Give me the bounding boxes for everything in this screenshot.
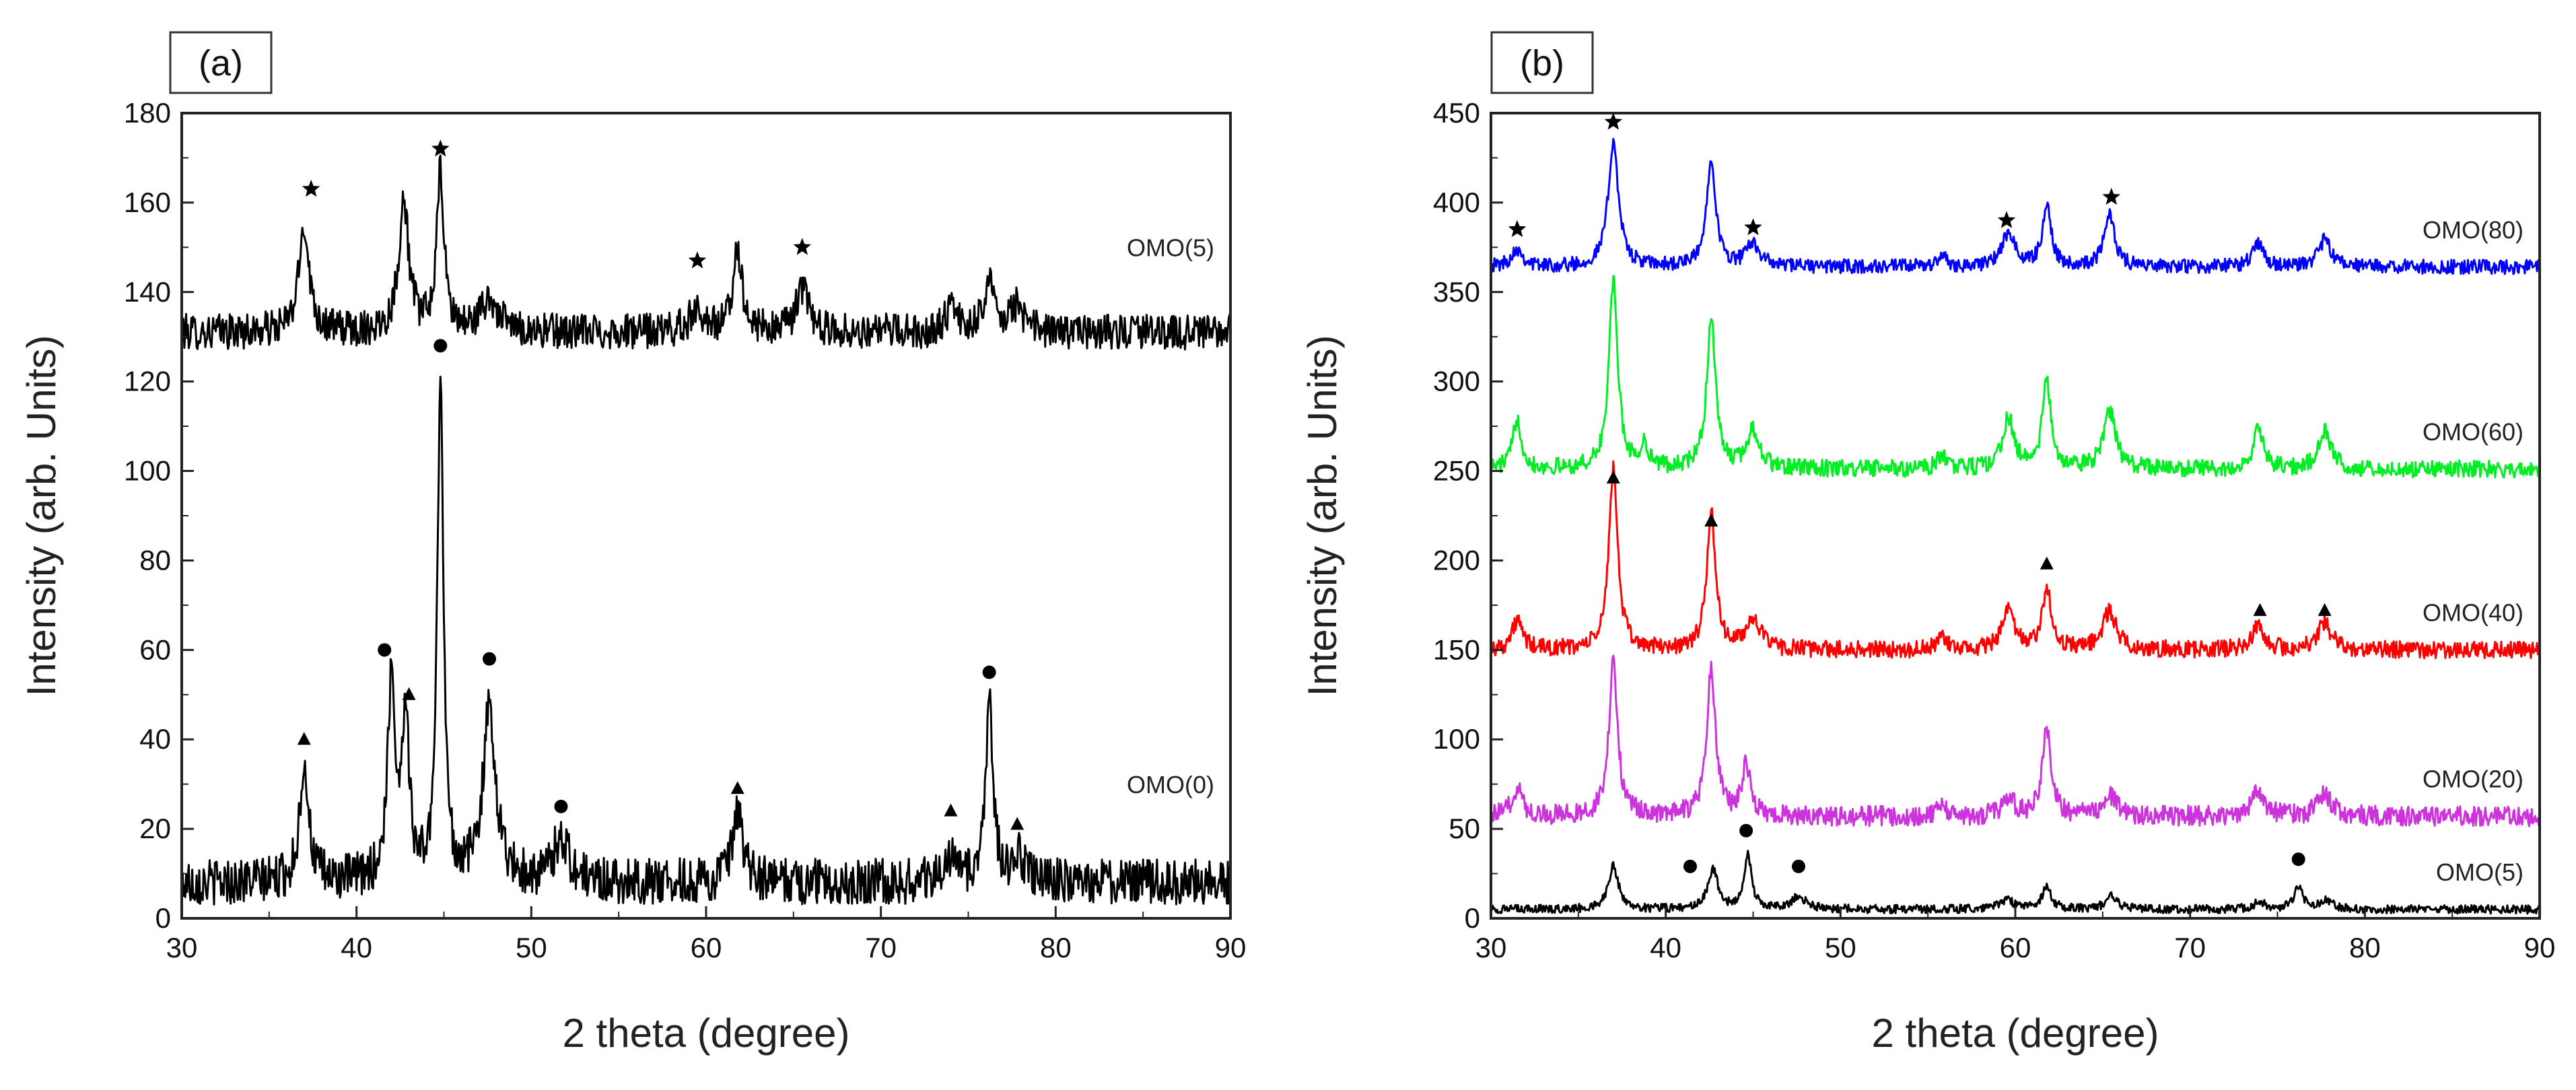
x-tick-label: 80 bbox=[1040, 932, 1072, 963]
x-tick-label: 50 bbox=[1825, 932, 1856, 963]
x-tick-label: 80 bbox=[2349, 932, 2381, 963]
triangle-marker-icon bbox=[402, 687, 416, 700]
circle-marker-icon bbox=[554, 799, 568, 813]
y-tick-label: 250 bbox=[1433, 455, 1480, 487]
y-tick-label: 20 bbox=[139, 813, 171, 844]
panel-b: (b) 30 40 50 60 70 80 90 0 50 100 150 200 250 300 350… bbox=[1300, 31, 2556, 1056]
y-tick-label: 140 bbox=[124, 276, 171, 308]
star-marker-icon bbox=[1744, 218, 1762, 236]
x-tick-label: 90 bbox=[2524, 932, 2556, 963]
x-tick-label: 70 bbox=[2174, 932, 2206, 963]
panel-a-tag: (a) bbox=[199, 43, 243, 83]
circle-marker-icon bbox=[1792, 859, 1806, 873]
series-line-omo0 bbox=[182, 376, 1230, 906]
y-tick-label: 150 bbox=[1433, 634, 1480, 665]
x-tick-label: 40 bbox=[341, 932, 372, 963]
circle-marker-icon bbox=[433, 339, 448, 353]
star-marker-icon bbox=[1604, 112, 1623, 130]
x-tick-label: 40 bbox=[1650, 932, 1681, 963]
triangle-marker-icon bbox=[297, 732, 311, 745]
panel-a: (a) 30 40 50 60 70 80 90 0 20 40 60 80 100 120 140 160… bbox=[19, 31, 1247, 1056]
panel-a-x-axis-title: 2 theta (degree) bbox=[563, 1011, 850, 1056]
y-tick-label: 350 bbox=[1433, 276, 1480, 308]
circle-marker-icon bbox=[1683, 859, 1698, 873]
triangle-marker-icon bbox=[2318, 603, 2332, 616]
series-label: OMO(60) bbox=[2423, 418, 2523, 446]
series-label: OMO(40) bbox=[2423, 599, 2523, 627]
series-label: OMO(0) bbox=[1127, 771, 1214, 798]
x-tick-label: 60 bbox=[691, 932, 722, 963]
x-tick-label: 90 bbox=[1215, 932, 1247, 963]
panel-a-y-axis-title: Intensity (arb. Units) bbox=[19, 335, 64, 697]
series-label: OMO(80) bbox=[2423, 216, 2523, 244]
y-tick-label: 50 bbox=[1449, 813, 1480, 844]
y-tick-label: 300 bbox=[1433, 366, 1480, 397]
y-tick-label: 80 bbox=[139, 544, 171, 576]
circle-marker-icon bbox=[2291, 852, 2305, 866]
star-marker-icon bbox=[1508, 219, 1527, 238]
series-line-omo20 bbox=[1491, 654, 2540, 827]
panel-a-x-axis: 30 40 50 60 70 80 90 bbox=[166, 906, 1247, 963]
series-line-omo80 bbox=[1491, 137, 2540, 275]
x-tick-label: 30 bbox=[166, 932, 198, 963]
y-tick-label: 450 bbox=[1433, 97, 1480, 129]
triangle-marker-icon bbox=[944, 803, 958, 817]
panel-a-frame bbox=[180, 112, 1232, 920]
x-tick-label: 30 bbox=[1475, 932, 1507, 963]
panel-a-tag-box bbox=[169, 31, 273, 94]
y-tick-label: 0 bbox=[1465, 902, 1480, 934]
y-tick-label: 200 bbox=[1433, 544, 1480, 576]
panel-b-plot-area bbox=[1491, 137, 2540, 915]
circle-marker-icon bbox=[378, 643, 392, 657]
x-tick-label: 50 bbox=[516, 932, 547, 963]
series-line-omo5 bbox=[1491, 850, 2540, 915]
series-line-omo60 bbox=[1491, 275, 2540, 479]
y-tick-label: 120 bbox=[124, 366, 171, 397]
panel-b-series-labels: OMO(80) OMO(60) OMO(40) OMO(20) OMO(5) bbox=[2423, 216, 2523, 886]
panel-b-tag-box bbox=[1490, 31, 1594, 94]
circle-marker-icon bbox=[1739, 823, 1753, 838]
triangle-marker-icon bbox=[2253, 603, 2267, 616]
star-marker-icon bbox=[2102, 187, 2121, 205]
star-marker-icon bbox=[1997, 211, 2016, 228]
triangle-marker-icon bbox=[2040, 556, 2054, 570]
y-tick-label: 180 bbox=[124, 97, 171, 129]
y-tick-label: 0 bbox=[155, 902, 171, 934]
circle-marker-icon bbox=[982, 665, 996, 679]
series-line-omo40 bbox=[1491, 460, 2540, 660]
panel-b-x-axis: 30 40 50 60 70 80 90 bbox=[1475, 906, 2556, 963]
x-tick-label: 70 bbox=[865, 932, 897, 963]
panel-a-plot-area bbox=[182, 154, 1230, 906]
panel-b-y-axis-title: Intensity (arb. Units) bbox=[1300, 335, 1345, 697]
y-tick-label: 100 bbox=[124, 455, 171, 487]
series-label: OMO(20) bbox=[2423, 765, 2523, 793]
panel-a-series-labels: OMO(5) OMO(0) bbox=[1127, 234, 1214, 798]
y-tick-label: 100 bbox=[1433, 723, 1480, 755]
panel-b-tag: (b) bbox=[1520, 43, 1564, 83]
circle-marker-icon bbox=[483, 652, 497, 666]
series-label: OMO(5) bbox=[2436, 858, 2523, 886]
star-marker-icon bbox=[793, 238, 812, 255]
series-label: OMO(5) bbox=[1127, 234, 1214, 262]
y-tick-label: 40 bbox=[139, 723, 171, 755]
panel-b-y-axis: 0 50 100 150 200 250 300 350 400 450 bbox=[1433, 97, 1503, 934]
y-tick-label: 400 bbox=[1433, 186, 1480, 218]
triangle-marker-icon bbox=[1606, 471, 1620, 484]
triangle-marker-icon bbox=[730, 781, 744, 794]
panel-b-annotations bbox=[1508, 112, 2332, 873]
panel-a-y-axis: 0 20 40 60 80 100 120 140 160 180 bbox=[124, 97, 194, 934]
y-tick-label: 160 bbox=[124, 186, 171, 218]
triangle-marker-icon bbox=[1010, 817, 1024, 830]
y-tick-label: 60 bbox=[139, 634, 171, 665]
star-marker-icon bbox=[688, 251, 707, 269]
panel-b-x-axis-title: 2 theta (degree) bbox=[1872, 1011, 2159, 1056]
star-marker-icon bbox=[302, 180, 320, 197]
triangle-marker-icon bbox=[1704, 513, 1718, 526]
panel-a-annotations bbox=[297, 139, 1024, 830]
x-tick-label: 60 bbox=[2000, 932, 2031, 963]
series-line-omo5 bbox=[182, 154, 1230, 351]
star-marker-icon bbox=[431, 139, 450, 157]
